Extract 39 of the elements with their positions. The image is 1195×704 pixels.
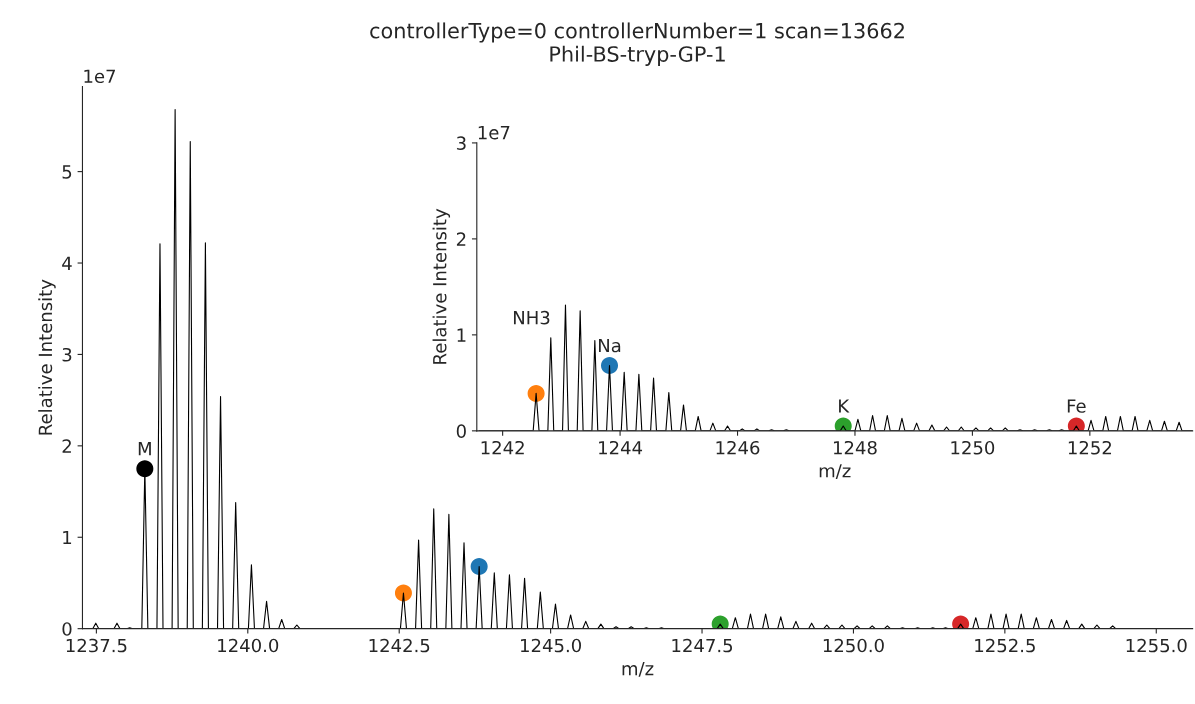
- annotation: 1e7: [478, 125, 510, 140]
- chart-title: controllerType=0 controllerNumber=1 scan=13662 Phil-BS-tryp-GP-1: [370, 22, 904, 66]
- x-tick-label: 1242.5: [369, 638, 430, 653]
- x-tick-label: 1255.0: [1126, 638, 1187, 653]
- x-tick-label: 1247.5: [672, 638, 733, 653]
- y-tick-label: 0: [456, 424, 466, 438]
- y-tick-label: 3: [62, 347, 72, 362]
- y-axis-title: Relative Intensity: [38, 279, 56, 435]
- annotation: NH3: [513, 310, 550, 325]
- x-axis-title: m/z: [819, 464, 851, 479]
- x-tick-label: 1240.0: [218, 638, 279, 653]
- point: [394, 584, 412, 602]
- point: [136, 460, 154, 478]
- y-tick-label: 4: [62, 256, 72, 270]
- y-tick-label: 3: [456, 136, 466, 151]
- x-axis-title: m/z: [622, 661, 654, 677]
- annotation: M: [138, 442, 151, 456]
- y-tick-label: 2: [456, 232, 466, 246]
- x-tick-label: 1250.0: [823, 638, 884, 653]
- y-tick-label: 0: [62, 622, 72, 636]
- y-tick-label: 1: [63, 530, 72, 545]
- x-tick-label: 1250: [951, 440, 995, 455]
- x-tick-label: 1242: [481, 440, 524, 455]
- x-tick-label: 1244: [599, 440, 643, 455]
- x-tick-label: 1252.5: [975, 638, 1035, 653]
- y-tick-label: 5: [62, 165, 72, 179]
- y-tick-label: 2: [62, 439, 71, 453]
- annotation: Na: [599, 338, 621, 353]
- x-tick-label: 1237.5: [66, 638, 127, 653]
- text: 1e7: [84, 69, 115, 84]
- annotation: Fe: [1067, 399, 1086, 413]
- x-tick-label: 1246: [716, 440, 760, 455]
- y-tick-label: 1: [457, 328, 466, 342]
- annotation: K: [839, 399, 850, 413]
- x-tick-label: 1245.0: [521, 638, 582, 653]
- y-axis-title: Relative Intensity: [432, 208, 451, 364]
- x-tick-label: 1248: [833, 440, 877, 455]
- point: [470, 558, 488, 576]
- x-tick-label: 1252: [1068, 440, 1112, 455]
